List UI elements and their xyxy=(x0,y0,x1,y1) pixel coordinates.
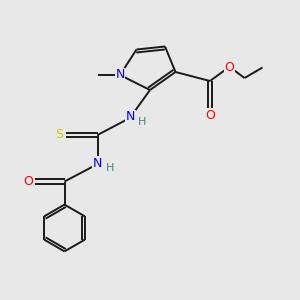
Text: O: O xyxy=(23,175,33,188)
Text: H: H xyxy=(106,163,114,173)
Text: N: N xyxy=(93,157,102,170)
Text: O: O xyxy=(225,61,234,74)
Text: N: N xyxy=(126,110,135,124)
Text: N: N xyxy=(115,68,125,82)
Text: O: O xyxy=(205,109,215,122)
Text: S: S xyxy=(56,128,63,142)
Text: H: H xyxy=(138,117,146,128)
